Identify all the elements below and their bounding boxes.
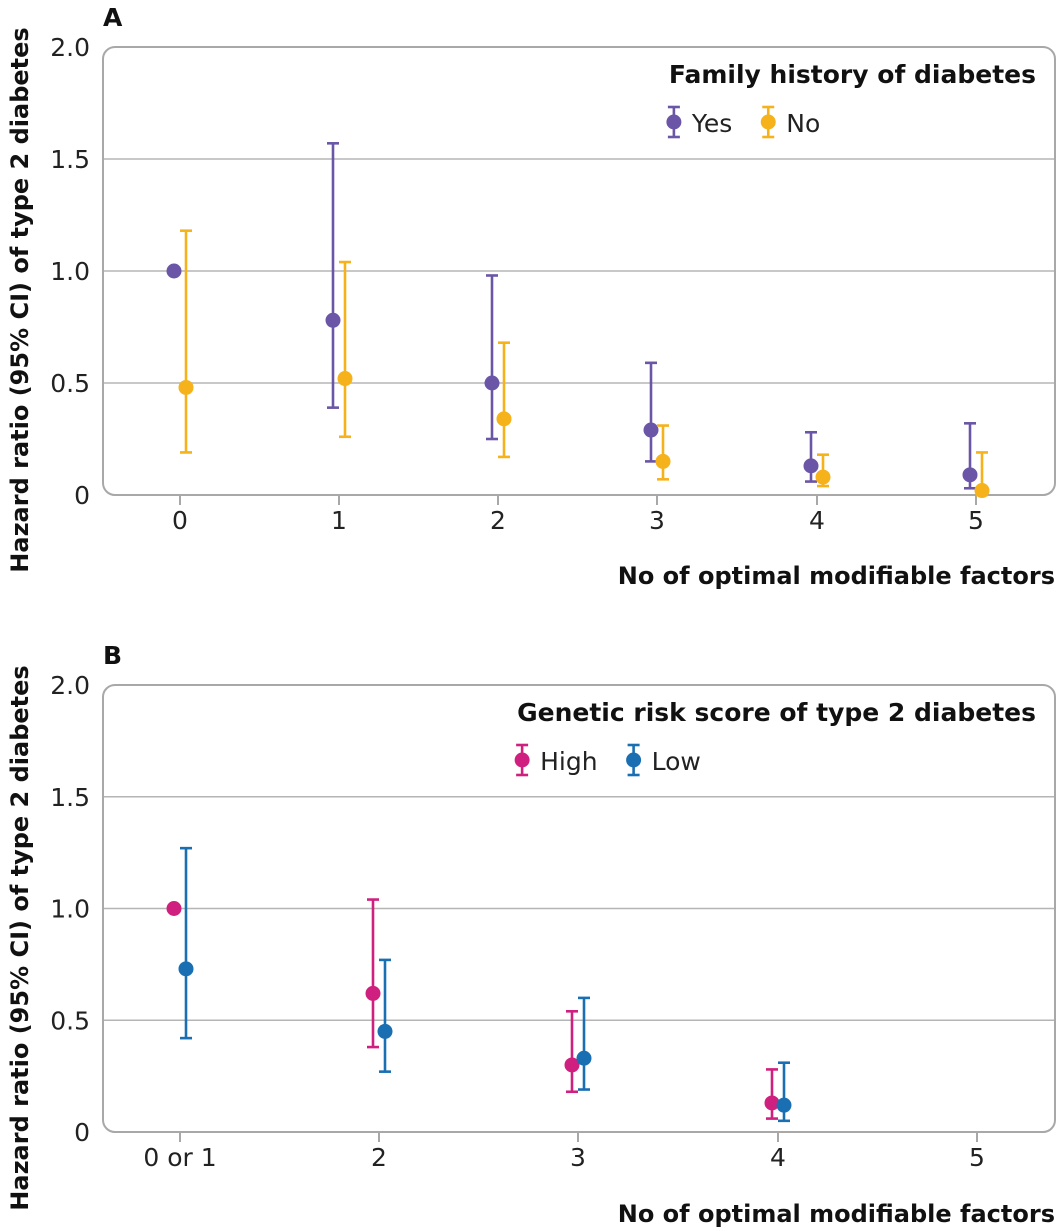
data-point <box>484 375 500 391</box>
y-tick-label: 2.0 <box>50 33 90 62</box>
x-tick-label: 3 <box>649 506 665 535</box>
data-point <box>643 422 659 438</box>
legend-marker <box>760 114 776 130</box>
legend-marker <box>626 752 642 768</box>
legend-entry: High <box>514 743 598 777</box>
data-point <box>576 1050 592 1066</box>
legend-label: High <box>540 747 597 776</box>
data-point <box>962 467 978 483</box>
y-tick-label: 1.0 <box>50 257 90 286</box>
x-tick-label: 4 <box>770 1143 786 1172</box>
x-tick-label: 0 or 1 <box>143 1143 216 1172</box>
data-point <box>166 901 182 916</box>
legend-entry: Low <box>626 743 701 777</box>
y-axis-title: Hazard ratio (95% CI) of type 2 diabetes <box>6 27 34 572</box>
data-point <box>564 1057 580 1073</box>
data-point <box>815 469 831 485</box>
data-point <box>803 458 819 474</box>
panel-letter: A <box>103 3 123 32</box>
y-tick-label: 0 <box>74 1118 90 1147</box>
data-point <box>496 411 512 427</box>
panel-a: A 0 0.5 1.0 1.5 2.0 0 1 2 3 4 5 No of optimal modifi… <box>6 3 1056 590</box>
x-tick-label: 3 <box>570 1143 586 1172</box>
x-axis-title: No of optimal modifiable factors <box>618 1200 1055 1228</box>
y-tick-label: 0 <box>74 481 90 510</box>
y-tick-label: 1.0 <box>50 895 90 924</box>
y-tick-label: 0.5 <box>50 369 90 398</box>
x-axis-title: No of optimal modifiable factors <box>618 562 1055 590</box>
legend: Yes No <box>666 105 820 139</box>
legend-entry: No <box>760 105 820 139</box>
y-tick-label: 2.0 <box>50 671 90 700</box>
data-point <box>365 985 381 1001</box>
y-tick-label: 1.5 <box>50 145 90 174</box>
y-tick-label: 0.5 <box>50 1006 90 1035</box>
x-tick-label: 2 <box>371 1143 387 1172</box>
panel-b: B 0 0.5 1.0 1.5 2.0 0 or 1 2 3 4 5 No of optimal mo… <box>6 641 1056 1228</box>
panel-letter: B <box>103 641 122 670</box>
data-point <box>178 961 194 977</box>
data-point <box>776 1097 792 1113</box>
legend-marker <box>514 752 530 768</box>
legend-label: Low <box>652 747 701 776</box>
data-point <box>974 483 990 499</box>
legend-marker <box>666 114 682 130</box>
legend-label: Yes <box>691 109 732 138</box>
x-tick-label: 1 <box>331 506 347 535</box>
x-tick-label: 5 <box>968 506 984 535</box>
x-tick-label: 5 <box>969 1143 985 1172</box>
x-tick-label: 4 <box>809 506 825 535</box>
plot-frame <box>102 46 1056 496</box>
data-point <box>166 263 182 279</box>
legend-title: Family history of diabetes <box>669 60 1036 89</box>
legend-label: No <box>786 109 820 138</box>
y-axis-title: Hazard ratio (95% CI) of type 2 diabetes <box>6 665 34 1210</box>
data-point <box>178 379 194 395</box>
data-point <box>325 312 341 328</box>
legend-title: Genetic risk score of type 2 diabetes <box>517 698 1036 727</box>
data-point <box>655 453 671 469</box>
y-tick-label: 1.5 <box>50 783 90 812</box>
x-tick-label: 2 <box>490 506 506 535</box>
data-point <box>764 1095 780 1111</box>
data-point <box>337 371 353 387</box>
legend-entry: Yes <box>666 105 732 139</box>
x-tick-label: 0 <box>172 506 188 535</box>
legend: High Low <box>514 743 701 777</box>
data-point <box>377 1023 393 1039</box>
